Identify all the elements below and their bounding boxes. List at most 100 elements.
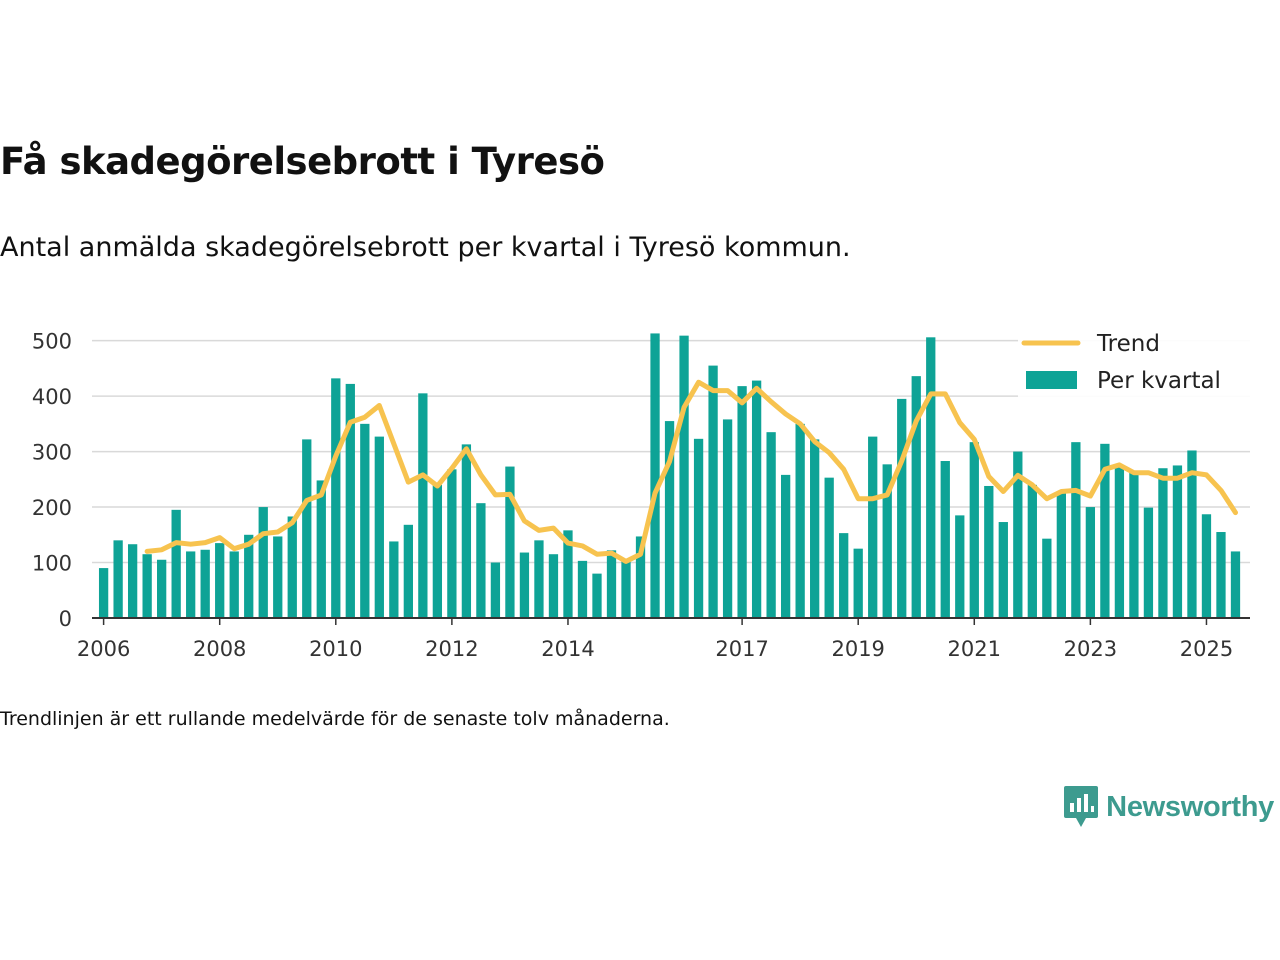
bar xyxy=(360,423,370,618)
y-tick-label: 200 xyxy=(32,496,72,520)
legend: Trend Per kvartal xyxy=(1018,324,1250,406)
bar xyxy=(679,335,689,618)
brand-name: Newsworthy xyxy=(1106,790,1274,823)
bar xyxy=(374,436,384,618)
bar xyxy=(606,550,617,618)
bar xyxy=(127,544,138,618)
bar xyxy=(1143,507,1154,618)
bar xyxy=(316,480,326,618)
trend-series xyxy=(144,379,1238,564)
bar xyxy=(331,378,341,618)
bar xyxy=(98,568,109,618)
x-tick-label: 2010 xyxy=(309,637,362,661)
bar xyxy=(650,333,660,618)
bar xyxy=(229,551,239,618)
bar xyxy=(447,469,457,618)
bar xyxy=(534,540,544,618)
y-tick-label: 400 xyxy=(32,385,72,409)
x-tick-label: 2017 xyxy=(715,637,768,661)
bar xyxy=(186,551,196,618)
bar xyxy=(1013,451,1023,618)
bar xyxy=(897,398,907,618)
bar xyxy=(911,376,921,618)
bar xyxy=(244,534,254,618)
bar xyxy=(563,530,573,618)
bar xyxy=(708,365,718,618)
legend-background xyxy=(1018,324,1250,406)
bar xyxy=(926,337,936,618)
y-tick-label: 100 xyxy=(32,552,72,576)
bar xyxy=(1187,450,1197,618)
bar xyxy=(940,461,950,618)
bar xyxy=(824,477,834,618)
x-tick-label: 2021 xyxy=(948,637,1001,661)
bar xyxy=(142,554,152,618)
chart-title: Få skadegörelsebrott i Tyresö xyxy=(0,140,605,183)
bar xyxy=(664,421,675,618)
bar xyxy=(1100,443,1110,618)
x-tick-label: 2008 xyxy=(193,637,246,661)
bar xyxy=(461,444,472,618)
bar xyxy=(1172,465,1183,618)
bar xyxy=(693,438,704,618)
bar xyxy=(795,423,805,618)
bar xyxy=(548,554,559,618)
bar xyxy=(998,522,1008,618)
bar xyxy=(868,436,878,618)
bar xyxy=(113,540,123,618)
bar xyxy=(345,383,355,618)
footnote: Trendlinjen är ett rullande medelvärde f… xyxy=(0,708,670,730)
bar xyxy=(1027,484,1037,618)
bar xyxy=(200,549,210,618)
bar xyxy=(592,573,602,618)
bar xyxy=(1042,538,1052,618)
bar xyxy=(955,515,965,618)
bar xyxy=(302,439,312,618)
bar xyxy=(1230,551,1241,618)
bar xyxy=(853,548,863,618)
bar xyxy=(882,464,892,618)
bar xyxy=(287,516,297,618)
bar xyxy=(389,541,399,618)
bar xyxy=(432,484,443,618)
bar xyxy=(258,507,268,618)
x-tick-label: 2006 xyxy=(77,637,130,661)
bar-series xyxy=(98,333,1241,618)
bar xyxy=(418,393,428,618)
legend-trend-label: Trend xyxy=(1096,331,1160,357)
bar xyxy=(403,524,413,618)
chart-subtitle: Antal anmälda skadegörelsebrott per kvar… xyxy=(0,232,851,263)
x-tick-label: 2014 xyxy=(541,637,594,661)
newsworthy-icon xyxy=(1064,786,1099,827)
bar xyxy=(621,559,631,618)
y-tick-label: 300 xyxy=(32,441,72,465)
bar xyxy=(171,509,181,618)
bar xyxy=(1114,466,1125,618)
bar xyxy=(839,533,849,618)
legend-bar-label: Per kvartal xyxy=(1097,368,1221,394)
bar xyxy=(780,474,791,618)
bar xyxy=(1085,507,1096,618)
x-tick-label: 2019 xyxy=(831,637,884,661)
y-tick-label: 0 xyxy=(59,607,72,631)
x-tick-label: 2012 xyxy=(425,637,478,661)
bar xyxy=(969,442,979,618)
bar xyxy=(1071,442,1081,618)
trend-line xyxy=(144,379,1238,564)
axes: 0 100 200 300 400 500 2006 2008 2010 2012 2014 2017… xyxy=(32,330,1250,661)
bar xyxy=(1056,492,1066,618)
bar xyxy=(1129,472,1139,618)
x-tick-label: 2025 xyxy=(1180,637,1233,661)
bar xyxy=(1158,468,1168,618)
legend-bar-swatch xyxy=(1026,371,1077,389)
bar xyxy=(157,559,167,618)
y-tick-label: 500 xyxy=(32,330,72,354)
brand-logo: Newsworthy xyxy=(1064,786,1274,828)
bar xyxy=(505,466,515,618)
bar xyxy=(737,386,747,618)
bar xyxy=(1201,514,1212,618)
bar xyxy=(984,485,994,618)
bar xyxy=(751,380,762,618)
bar xyxy=(476,503,486,618)
bar xyxy=(766,432,776,618)
